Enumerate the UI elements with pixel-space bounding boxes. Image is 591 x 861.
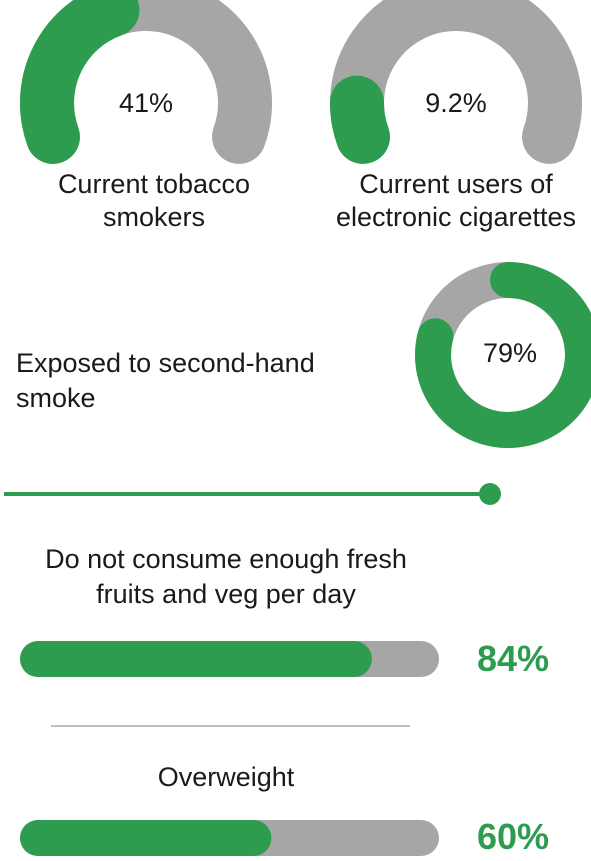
ecig-gauge-fill xyxy=(330,75,390,164)
overweight-bar-fill xyxy=(20,820,272,856)
secondhand-donut-fill xyxy=(415,262,591,448)
tobacco-label-line-1: Current tobacco xyxy=(57,169,251,199)
tobacco-gauge-fill xyxy=(20,0,140,164)
fruitveg-label-line-2: fruits and veg per day xyxy=(96,579,356,609)
fruitveg-bar-fill xyxy=(20,641,372,677)
tobacco-gauge-value: 41% xyxy=(118,88,174,118)
fruitveg-label-line-1: Do not consume enough fresh xyxy=(45,544,407,574)
fruitveg-label: Do not consume enough fresh fruits and v… xyxy=(6,542,446,612)
fruitveg-bar-value: 84% xyxy=(477,638,550,679)
secondhand-donut-value: 79% xyxy=(482,338,538,368)
tobacco-gauge-label: Current tobacco smokers xyxy=(4,168,304,234)
ecig-label-line-1: Current users of xyxy=(359,169,553,199)
secondhand-label-line-2: smoke xyxy=(16,383,96,413)
tobacco-label-line-2: smokers xyxy=(102,202,205,232)
overweight-label: Overweight xyxy=(6,760,446,795)
secondhand-label: Exposed to second-hand smoke xyxy=(16,346,376,416)
overweight-bar-value: 60% xyxy=(477,816,550,857)
ecig-gauge-value: 9.2% xyxy=(425,88,487,118)
secondhand-label-line-1: Exposed to second-hand xyxy=(16,348,315,378)
divider-dot xyxy=(479,483,501,505)
ecig-label-line-2: electronic cigarettes xyxy=(335,202,577,232)
ecig-gauge-label: Current users of electronic cigarettes xyxy=(306,168,591,234)
overweight-label-line-1: Overweight xyxy=(157,762,295,792)
